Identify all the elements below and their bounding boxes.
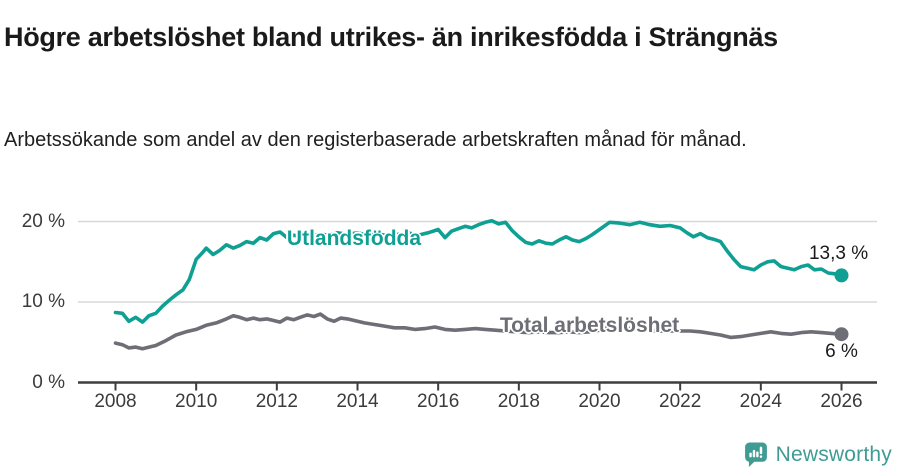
x-tick-label: 2018 — [497, 391, 540, 412]
x-axis-line-and-ticks — [78, 381, 877, 391]
newsworthy-icon — [744, 442, 767, 467]
x-tick-label: 2008 — [94, 391, 137, 412]
newsworthy-logo[interactable]: Newsworthy — [743, 441, 892, 468]
end-value-label-utlandsfodda: 13,3 % — [808, 242, 869, 264]
series-lines — [113, 218, 844, 351]
series-line-total-arbetsl-shet — [113, 312, 844, 351]
gridlines — [78, 220, 877, 303]
x-tick-label: 2012 — [255, 391, 298, 412]
y-tick-label: 20 % — [21, 210, 65, 232]
x-tick-label: 2010 — [175, 391, 218, 412]
page-title: Högre arbetslöshet bland utrikes- än inr… — [4, 22, 778, 53]
x-tick-label: 2022 — [659, 391, 702, 412]
end-value-label-total: 6 % — [825, 340, 858, 362]
y-tick-label: 10 % — [21, 291, 65, 312]
series-end-dot — [834, 268, 849, 283]
x-tick-label: 2024 — [739, 391, 782, 412]
page-subtitle: Arbetssökande som andel av den registerb… — [4, 129, 747, 151]
series-label-utlandsfodda: Utlandsfödda — [286, 227, 422, 251]
series-end-dots — [834, 268, 849, 342]
x-tick-label: 2016 — [417, 391, 460, 412]
series-label-total-arbetsloshet: Total arbetslöshet — [499, 314, 680, 338]
newsworthy-wordmark: Newsworthy — [775, 442, 892, 466]
x-tick-label: 2014 — [336, 391, 379, 412]
y-tick-label: 0 % — [32, 371, 65, 393]
series-line-utlandsf-dda — [113, 218, 844, 324]
x-tick-label: 2020 — [578, 391, 621, 412]
x-tick-label: 2026 — [820, 391, 863, 412]
